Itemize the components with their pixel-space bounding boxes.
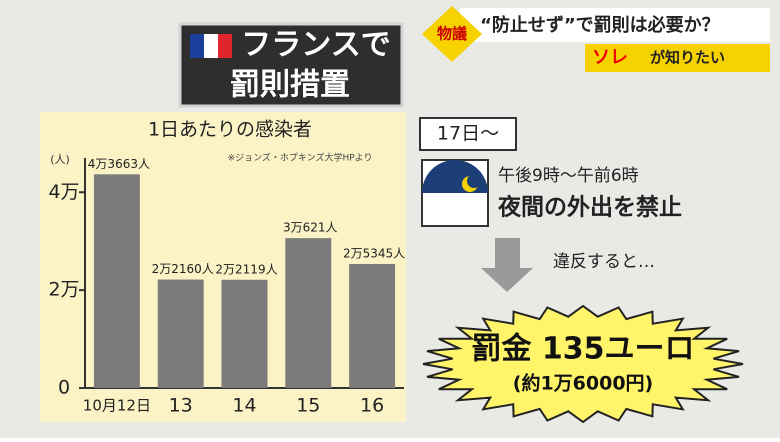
curfew-rule: 夜間の外出を禁止: [497, 194, 682, 221]
show-logo-b: が知りたい: [650, 49, 725, 67]
x-tick-label: 14: [232, 395, 256, 417]
down-arrow: [481, 238, 533, 292]
banner-tag: 物議: [437, 25, 467, 43]
x-tick-label: 10月12日: [83, 397, 151, 415]
date: 17日〜: [437, 123, 499, 145]
curfew-hours: 午後9時〜午前6時: [498, 166, 639, 186]
banner-tag-shape: [422, 6, 482, 62]
fine-yen: (約1万6000円): [513, 372, 653, 395]
fine: 罰金 135ユーロ: [471, 332, 694, 367]
headline-line2: 罰則措置: [230, 68, 350, 103]
value-label: 3万621人: [283, 221, 338, 235]
bar: [93, 174, 140, 388]
banner-bg: [460, 8, 770, 42]
bar: [285, 238, 332, 388]
x-tick-label: 16: [360, 395, 384, 417]
chart-title: 1日あたりの感染者: [148, 119, 312, 141]
fine-burst: [422, 304, 744, 424]
y-tick-label: 0: [58, 377, 70, 399]
banner-question: “防止せず”で罰則は必要か？: [480, 14, 720, 36]
bar: [221, 279, 268, 388]
y-tick-label: 2万: [48, 279, 79, 301]
chart-source: ※ジョンズ・ホプキンズ大学HPより: [228, 152, 373, 164]
night-icon: [421, 159, 489, 227]
french-flag: [190, 34, 232, 58]
bar: [349, 263, 396, 388]
date-box: [419, 117, 517, 151]
show-logo-bg: [585, 44, 770, 72]
value-label: 2万2160人: [152, 262, 214, 276]
if-violated: 違反すると…: [553, 252, 655, 272]
x-tick-label: 15: [296, 395, 320, 417]
x-tick-label: 13: [169, 395, 193, 417]
show-logo-a: ソレ: [592, 47, 628, 68]
value-label: 2万2119人: [215, 262, 277, 276]
value-label: 2万5345人: [343, 246, 405, 260]
bar: [157, 279, 204, 388]
plot: 0 2万 4万 4万3663人 10月12日 2万2160人 13 2万2119人 14 3万62…: [48, 157, 405, 417]
y-unit: (人): [50, 153, 70, 166]
value-label: 4万3663人: [88, 157, 150, 171]
y-tick-label: 4万: [48, 181, 79, 203]
headline-line1: フランスで: [241, 28, 390, 63]
